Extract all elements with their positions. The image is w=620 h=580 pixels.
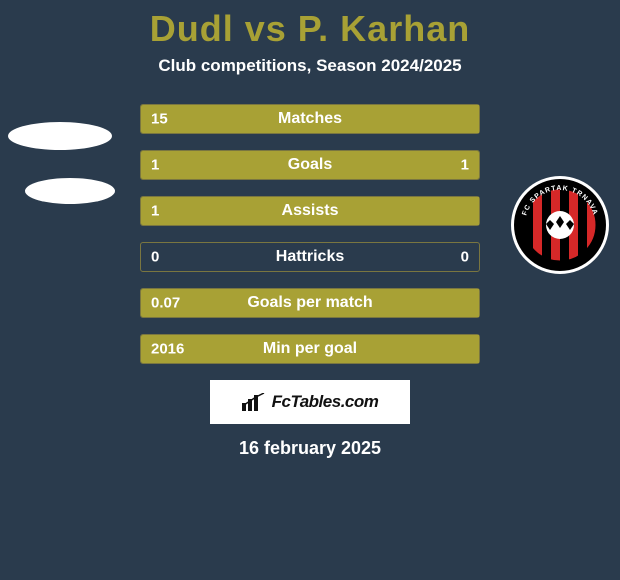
stat-row: 2016 Min per goal	[140, 334, 480, 364]
stat-row: 15 Matches	[140, 104, 480, 134]
player1-shape	[8, 122, 112, 150]
club-badge-spartak-trnava: FC SPARTAK TRNAVA	[510, 175, 610, 275]
stat-value-right: 1	[461, 157, 469, 174]
page-title: Dudl vs P. Karhan	[0, 0, 620, 50]
fctables-chart-icon	[242, 393, 266, 411]
stat-value-left: 0.07	[151, 295, 180, 312]
stat-value-left: 0	[151, 249, 159, 266]
fctables-badge: FcTables.com	[210, 380, 410, 424]
stat-value-left: 1	[151, 157, 159, 174]
stat-label: Assists	[282, 202, 339, 220]
stat-label: Matches	[278, 110, 342, 128]
stat-label: Min per goal	[263, 340, 357, 358]
stat-bar-left	[141, 151, 310, 179]
stat-value-right: 0	[461, 249, 469, 266]
stat-row: 0 0 Hattricks	[140, 242, 480, 272]
fctables-label: FcTables.com	[272, 392, 379, 412]
stat-label: Hattricks	[276, 248, 344, 266]
player1-shape-2	[25, 178, 115, 204]
stats-container: 15 Matches 1 1 Goals 1 Assists 0 0 Hattricks 0.07 G…	[140, 104, 480, 364]
stat-label: Goals per match	[247, 294, 372, 312]
stat-value-left: 1	[151, 203, 159, 220]
date-text: 16 february 2025	[0, 438, 620, 459]
stat-row: 1 Assists	[140, 196, 480, 226]
stat-label: Goals	[288, 156, 332, 174]
stat-row: 1 1 Goals	[140, 150, 480, 180]
stat-value-left: 15	[151, 111, 168, 128]
stat-bar-right	[310, 151, 479, 179]
stat-value-left: 2016	[151, 341, 184, 358]
stat-row: 0.07 Goals per match	[140, 288, 480, 318]
subtitle: Club competitions, Season 2024/2025	[0, 56, 620, 76]
